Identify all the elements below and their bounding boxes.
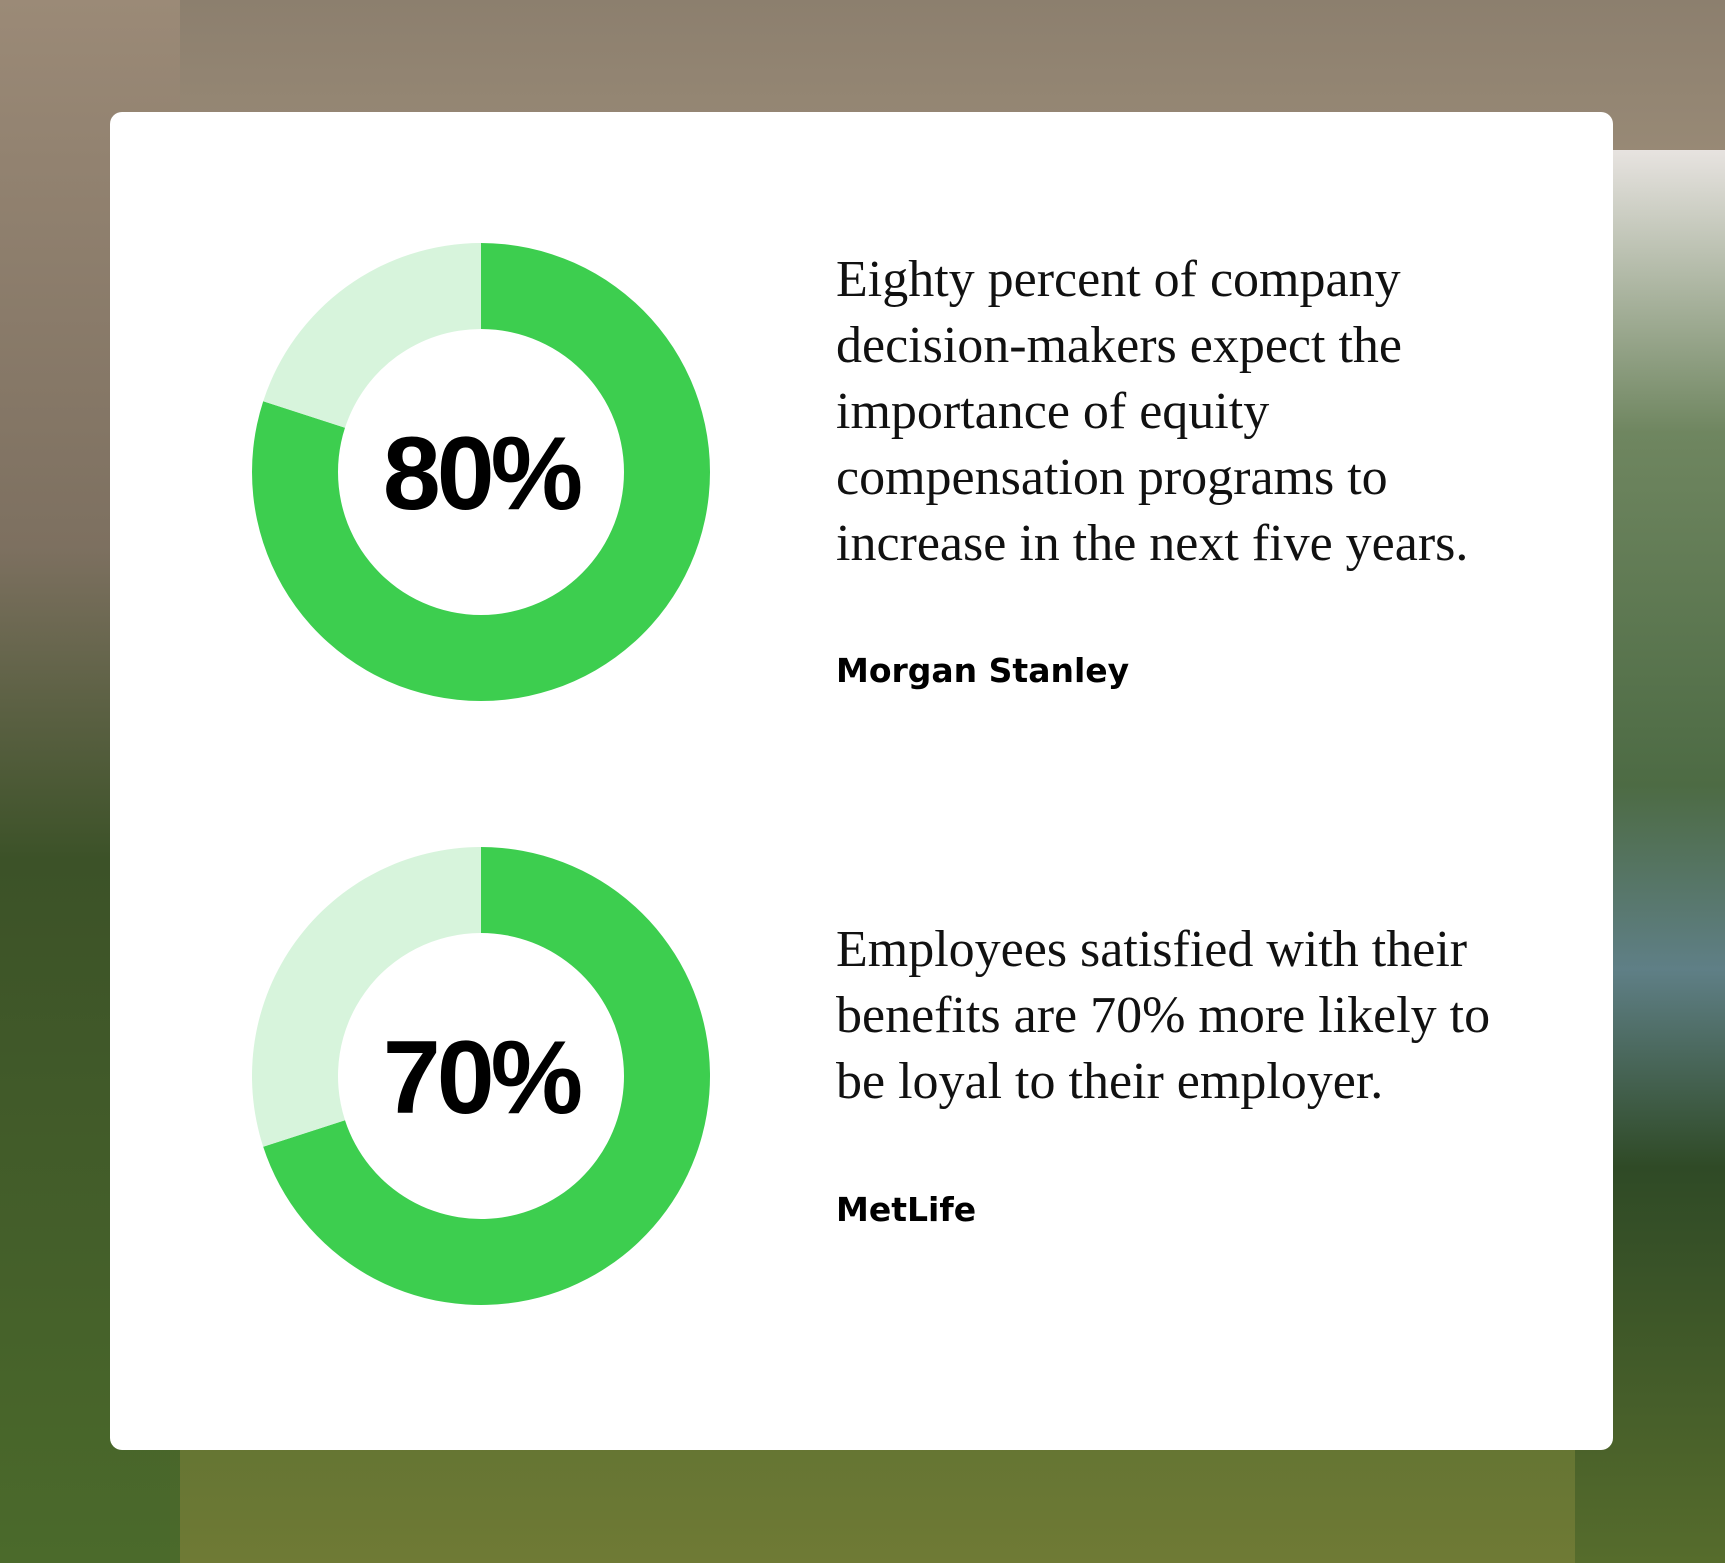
donut-segment (252, 846, 481, 1147)
center-label: 80% (383, 416, 581, 532)
annotation-line: decision-makers expect the (836, 317, 1402, 374)
source: MetLife (836, 1190, 976, 1229)
source: Morgan Stanley (836, 651, 1129, 690)
annotation-line: Eighty percent of company (836, 251, 1401, 308)
annotation-line: benefits are 70% more likely to (836, 987, 1490, 1044)
center-label: 70% (383, 1020, 581, 1136)
annotation-line: increase in the next five years. (836, 515, 1468, 572)
annotation-line: Employees satisfied with their (836, 921, 1467, 978)
donut-segment (263, 847, 711, 1305)
annotation-line: be loyal to their employer. (836, 1053, 1383, 1110)
donut-segment (263, 243, 481, 428)
annotation-line: importance of equity (836, 383, 1269, 440)
annotation-line: compensation programs to (836, 449, 1388, 506)
donut-segment (252, 243, 711, 702)
